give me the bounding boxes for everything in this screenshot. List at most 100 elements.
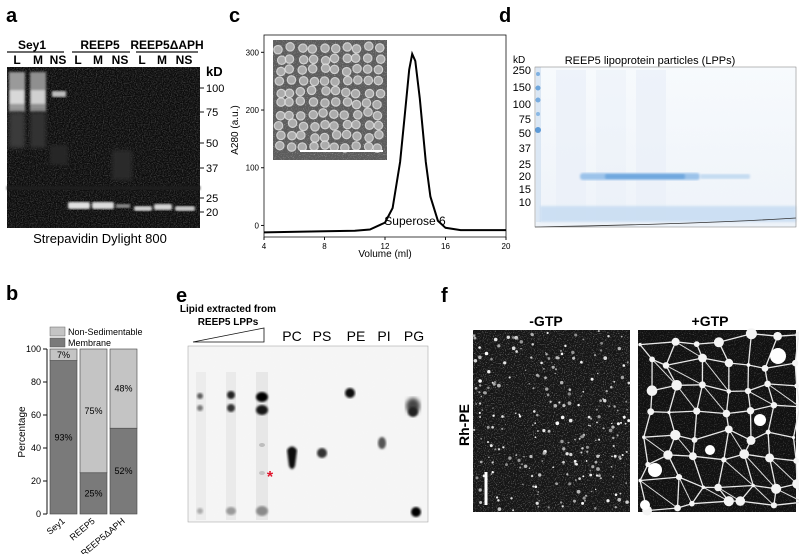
junction-vesicle: [724, 425, 733, 434]
punctum: [587, 424, 590, 427]
em-particle: [276, 97, 286, 107]
punctum: [599, 349, 603, 352]
punctum: [580, 435, 584, 439]
tubule: [643, 411, 652, 438]
punctum: [559, 380, 564, 385]
punctum: [575, 479, 577, 481]
punctum: [495, 496, 499, 499]
tubule: [718, 333, 752, 343]
panel-letter-e: e: [176, 285, 187, 307]
punctum: [564, 344, 567, 348]
junction-vesicle: [723, 496, 734, 507]
large-vesicle: [640, 500, 650, 510]
punctum: [596, 421, 598, 424]
punctum: [472, 428, 476, 432]
punctum: [530, 333, 534, 337]
lane-label: M: [157, 53, 167, 67]
micrograph-plus-gtp: [638, 328, 799, 516]
punctum: [599, 477, 602, 480]
punctum: [523, 456, 525, 458]
punctum: [586, 450, 589, 453]
punctum: [546, 331, 549, 335]
punctum: [619, 421, 623, 424]
punctum: [590, 377, 594, 381]
punctum: [597, 474, 601, 478]
em-particle: [350, 88, 361, 99]
em-particle: [284, 97, 294, 107]
em-particle: [309, 76, 320, 87]
em-particle: [342, 97, 353, 107]
em-particle: [363, 107, 373, 117]
em-particle: [372, 110, 383, 121]
em-particle: [298, 76, 309, 86]
punctum: [625, 482, 628, 485]
punctum: [531, 343, 534, 346]
punctum: [580, 451, 583, 454]
junction-vesicle: [746, 363, 751, 367]
tubule: [747, 383, 768, 392]
junction-vesicle: [670, 429, 681, 441]
punctum: [484, 351, 489, 356]
junction-vesicle: [645, 461, 651, 468]
tubule: [639, 344, 653, 360]
tubule: [740, 500, 774, 506]
bar-nonsed: [109, 348, 138, 429]
tubule: [665, 364, 703, 386]
tlc-header-line2: REEP5 LPPs: [198, 317, 259, 328]
punctum: [585, 445, 589, 449]
tubule: [747, 390, 775, 406]
punctum: [516, 337, 519, 340]
punctum: [555, 421, 560, 426]
punctum: [535, 373, 539, 377]
punctum: [597, 372, 599, 375]
punctum: [590, 417, 593, 420]
punctum: [608, 405, 611, 408]
punctum: [518, 413, 521, 416]
punctum: [508, 456, 512, 460]
b-ytick-label: 20: [31, 476, 41, 486]
tlc-header-line1: Lipid extracted from: [180, 304, 276, 315]
junction-vesicle: [726, 389, 732, 394]
rh-pe-label: Rh-PE: [456, 404, 472, 446]
punctum: [602, 427, 605, 430]
em-particle: [375, 88, 386, 99]
em-particle: [342, 42, 353, 52]
punctum: [616, 409, 619, 412]
punctum: [544, 376, 547, 380]
em-particle: [341, 66, 352, 77]
em-particle: [320, 63, 331, 74]
punctum: [478, 384, 482, 387]
punctum: [478, 411, 481, 415]
punctum: [584, 499, 586, 502]
punctum: [558, 401, 561, 404]
punctum: [491, 425, 494, 429]
em-particle: [352, 131, 362, 142]
tlc-plate-image: [187, 345, 429, 523]
b-ytick-label: 0: [36, 509, 41, 519]
chromatogram-line: [263, 50, 506, 234]
punctum: [612, 436, 615, 440]
em-particle: [362, 64, 373, 74]
tubule: [643, 437, 649, 465]
punctum: [486, 425, 490, 429]
punctum: [501, 415, 504, 418]
punctum: [506, 335, 511, 340]
punctum: [578, 437, 581, 440]
tubule: [723, 459, 754, 486]
junction-vesicle: [770, 402, 778, 409]
punctum: [522, 483, 524, 486]
punctum: [610, 465, 613, 468]
punctum: [518, 415, 522, 418]
punctum: [521, 463, 523, 466]
gel-mw-label: 25: [519, 159, 531, 171]
em-particle: [276, 66, 286, 77]
punctum: [562, 460, 565, 464]
punctum: [492, 407, 494, 409]
punctum: [589, 424, 592, 427]
junction-vesicle: [667, 410, 671, 415]
punctum: [472, 334, 476, 337]
punctum: [492, 382, 496, 386]
punctum: [567, 401, 572, 406]
large-vesicle: [754, 414, 766, 426]
punctum: [545, 387, 549, 391]
